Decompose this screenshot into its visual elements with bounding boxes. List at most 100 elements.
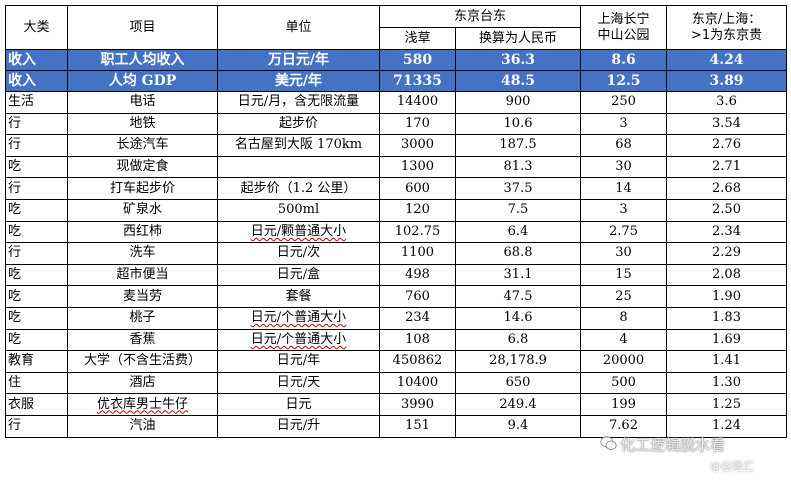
row-tokyo-value: 170 bbox=[379, 112, 456, 136]
table-row: 吃 麦当劳 套餐 760 47.5 25 1.90 bbox=[5, 285, 788, 308]
row-category: 收入 bbox=[5, 49, 68, 71]
row-unit-text: 日元/颗普通大小 bbox=[250, 223, 347, 239]
row-rmb-value: 31.1 bbox=[454, 263, 582, 287]
row-shanghai-value: 68 bbox=[580, 134, 668, 157]
row-category: 行 bbox=[5, 134, 68, 157]
row-shanghai-value: 8 bbox=[580, 306, 668, 330]
row-item: 洗车 bbox=[67, 242, 218, 265]
row-shanghai-value: 12.5 bbox=[580, 70, 668, 92]
row-category: 行 bbox=[5, 414, 68, 438]
row-ratio-value: 4.24 bbox=[666, 49, 788, 71]
table-row: 吃 西红柿 日元/颗普通大小 102.75 6.4 2.75 2.34 bbox=[5, 220, 788, 244]
row-item: 打车起步价 bbox=[67, 177, 218, 200]
row-rmb-value: 37.5 bbox=[454, 177, 582, 200]
row-tokyo-value: 71335 bbox=[379, 70, 456, 92]
row-rmb-value: 900 bbox=[454, 91, 582, 114]
row-item: 现做定食 bbox=[67, 155, 218, 179]
row-shanghai-value: 7.62 bbox=[580, 414, 668, 438]
row-ratio-value: 3.89 bbox=[666, 70, 788, 92]
row-category: 吃 bbox=[5, 306, 68, 330]
row-unit-text: 日元/个普通大小 bbox=[250, 310, 347, 326]
row-unit: 日元/个普通大小 bbox=[217, 328, 380, 352]
row-unit: 日元/盒 bbox=[217, 263, 380, 287]
row-unit: 500ml bbox=[217, 198, 380, 222]
row-tokyo-value: 14400 bbox=[379, 91, 456, 114]
table-row: 行 汽油 日元/升 151 9.4 7.62 1.24 bbox=[5, 414, 788, 438]
watermark: 化工逻辑脱水看 @谷隆汇 bbox=[600, 432, 786, 478]
row-ratio-value: 2.71 bbox=[666, 155, 788, 179]
row-unit: 万日元/年 bbox=[217, 49, 380, 71]
row-unit: 日元/次 bbox=[217, 242, 380, 265]
row-ratio-value: 2.08 bbox=[666, 263, 788, 287]
table-row: 行 洗车 日元/次 1100 68.8 30 2.29 bbox=[5, 242, 788, 265]
row-rmb-value: 14.6 bbox=[454, 306, 582, 330]
row-item: 电话 bbox=[67, 91, 218, 114]
row-rmb-value: 650 bbox=[454, 371, 582, 395]
row-tokyo-value: 600 bbox=[379, 177, 456, 200]
row-tokyo-value: 580 bbox=[379, 49, 456, 71]
row-tokyo-value: 108 bbox=[379, 328, 456, 352]
header-tokyo-asakusa: 浅草 bbox=[379, 27, 456, 50]
table-row: 教育 大学（不含生活费） 日元/年 450862 28,178.9 20000 … bbox=[5, 350, 788, 373]
row-ratio-value: 2.68 bbox=[666, 177, 788, 200]
row-category: 行 bbox=[5, 242, 68, 265]
row-ratio-value: 1.41 bbox=[666, 350, 788, 373]
row-category: 教育 bbox=[5, 350, 68, 373]
header-shanghai-line1: 上海长宁 bbox=[597, 11, 650, 27]
row-unit-text: 日元/个普通大小 bbox=[250, 331, 347, 347]
row-category: 吃 bbox=[5, 285, 68, 308]
table-row: 行 长途汽车 名古屋到大阪 170km 3000 187.5 68 2.76 bbox=[5, 134, 788, 157]
row-tokyo-value: 3000 bbox=[379, 134, 456, 157]
row-item: 长途汽车 bbox=[67, 134, 218, 157]
income-row: 收入 人均 GDP 美元/年 71335 48.5 12.5 3.89 bbox=[5, 70, 788, 92]
row-shanghai-value: 3 bbox=[580, 112, 668, 136]
row-tokyo-value: 450862 bbox=[379, 350, 456, 373]
row-rmb-value: 36.3 bbox=[454, 49, 582, 71]
row-item: 优衣库男士牛仔 bbox=[67, 393, 218, 416]
row-shanghai-value: 15 bbox=[580, 263, 668, 287]
row-tokyo-value: 3990 bbox=[379, 393, 456, 416]
row-shanghai-value: 2.75 bbox=[580, 220, 668, 244]
row-ratio-value: 2.50 bbox=[666, 198, 788, 222]
row-tokyo-value: 120 bbox=[379, 198, 456, 222]
row-rmb-value: 9.4 bbox=[454, 414, 582, 438]
row-category: 衣服 bbox=[5, 393, 68, 416]
row-category: 行 bbox=[5, 177, 68, 200]
row-tokyo-value: 1300 bbox=[379, 155, 456, 179]
row-tokyo-value: 10400 bbox=[379, 371, 456, 395]
row-shanghai-value: 14 bbox=[580, 177, 668, 200]
row-category: 行 bbox=[5, 112, 68, 136]
row-rmb-value: 10.6 bbox=[454, 112, 582, 136]
table-row: 吃 现做定食 1300 81.3 30 2.71 bbox=[5, 155, 788, 179]
price-comparison-table: 大类 项目 单位 东京台东 上海长宁 中山公园 东京/上海： >1为东京贵 浅草… bbox=[5, 5, 788, 438]
row-rmb-value: 47.5 bbox=[454, 285, 582, 308]
row-shanghai-value: 3 bbox=[580, 198, 668, 222]
row-shanghai-value: 30 bbox=[580, 155, 668, 179]
row-shanghai-value: 8.6 bbox=[580, 49, 668, 71]
row-unit: 日元/月，含无限流量 bbox=[217, 91, 380, 114]
row-item: 西红柿 bbox=[67, 220, 218, 244]
table-row: 吃 香蕉 日元/个普通大小 108 6.8 4 1.69 bbox=[5, 328, 788, 352]
header-ratio: 东京/上海： >1为东京贵 bbox=[666, 5, 788, 50]
row-unit: 起步价（1.2 公里） bbox=[217, 177, 380, 200]
header-ratio-line2: >1为东京贵 bbox=[690, 27, 763, 43]
row-rmb-value: 6.4 bbox=[454, 220, 582, 244]
row-unit: 日元/个普通大小 bbox=[217, 306, 380, 330]
row-ratio-value: 1.30 bbox=[666, 371, 788, 395]
row-shanghai-value: 250 bbox=[580, 91, 668, 114]
row-item: 地铁 bbox=[67, 112, 218, 136]
row-ratio-value: 2.34 bbox=[666, 220, 788, 244]
row-rmb-value: 68.8 bbox=[454, 242, 582, 265]
row-unit: 日元/年 bbox=[217, 350, 380, 373]
row-tokyo-value: 102.75 bbox=[379, 220, 456, 244]
row-rmb-value: 48.5 bbox=[454, 70, 582, 92]
table-row: 吃 桃子 日元/个普通大小 234 14.6 8 1.83 bbox=[5, 306, 788, 330]
row-ratio-value: 1.83 bbox=[666, 306, 788, 330]
row-ratio-value: 1.24 bbox=[666, 414, 788, 438]
row-item: 酒店 bbox=[67, 371, 218, 395]
row-category: 吃 bbox=[5, 220, 68, 244]
row-shanghai-value: 20000 bbox=[580, 350, 668, 373]
income-row: 收入 职工人均收入 万日元/年 580 36.3 8.6 4.24 bbox=[5, 49, 788, 71]
row-item: 大学（不含生活费） bbox=[67, 350, 218, 373]
row-rmb-value: 81.3 bbox=[454, 155, 582, 179]
